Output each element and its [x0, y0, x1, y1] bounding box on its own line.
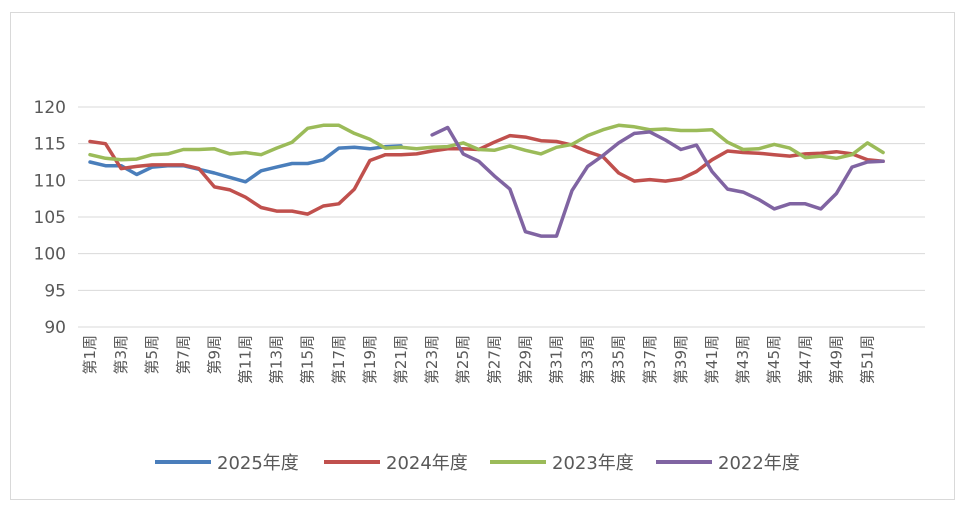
x-tick-label: 第35周	[610, 335, 628, 384]
legend-label: 2022年度	[718, 453, 800, 474]
x-tick-label: 第1周	[81, 335, 99, 375]
x-tick-label: 第25周	[454, 335, 472, 384]
x-tick-label: 第51周	[859, 335, 877, 384]
y-tick-label: 115	[34, 135, 66, 155]
x-tick-label: 第19周	[361, 335, 379, 384]
x-tick-label: 第39周	[672, 335, 690, 384]
y-tick-label: 105	[34, 208, 66, 228]
x-tick-label: 第17周	[330, 335, 348, 384]
legend-label: 2024年度	[386, 453, 468, 474]
x-tick-label: 第41周	[703, 335, 721, 384]
chart-frame	[10, 12, 955, 500]
x-tick-label: 第23周	[423, 335, 441, 384]
x-axis-ticks: 第1周 第3周 第5周 第7周 第9周 第11周 第13周 第15周 第17周 第19周 第21周第…	[81, 335, 877, 384]
x-tick-label: 第29周	[516, 335, 534, 384]
series-line-2023年度	[88, 123, 885, 162]
x-tick-label: 第9周	[205, 335, 223, 375]
x-tick-label: 第43周	[734, 335, 752, 384]
legend: 2025年度 2024年度 2023年度 2022年度	[155, 453, 800, 474]
x-tick-label: 第33周	[579, 335, 597, 384]
x-tick-label: 第15周	[299, 335, 317, 384]
y-tick-label: 100	[34, 245, 66, 265]
y-tick-label: 120	[34, 98, 66, 118]
x-tick-label: 第21周	[392, 335, 410, 384]
series-line-2024年度	[88, 133, 885, 216]
legend-label: 2023年度	[552, 453, 634, 474]
x-tick-label: 第31周	[548, 335, 566, 384]
x-tick-label: 第27周	[485, 335, 503, 384]
x-tick-label: 第5周	[143, 335, 161, 375]
y-tick-label: 90	[44, 318, 66, 338]
y-tick-label: 110	[34, 171, 66, 191]
series-lines	[88, 123, 885, 238]
legend-label: 2025年度	[217, 453, 299, 474]
y-axis-ticks: 90 95 100 105 110 115 120	[34, 98, 66, 338]
x-tick-label: 第47周	[796, 335, 814, 384]
x-tick-label: 第13周	[268, 335, 286, 384]
x-tick-label: 第45周	[765, 335, 783, 384]
y-tick-label: 95	[44, 281, 66, 301]
x-tick-label: 第7周	[174, 335, 192, 375]
series-line-2022年度	[430, 125, 885, 238]
x-tick-label: 第11周	[237, 335, 255, 384]
x-tick-label: 第49周	[827, 335, 845, 384]
x-tick-label: 第37周	[641, 335, 659, 384]
series-line-2025年度	[88, 144, 403, 184]
x-tick-label: 第3周	[112, 335, 130, 375]
